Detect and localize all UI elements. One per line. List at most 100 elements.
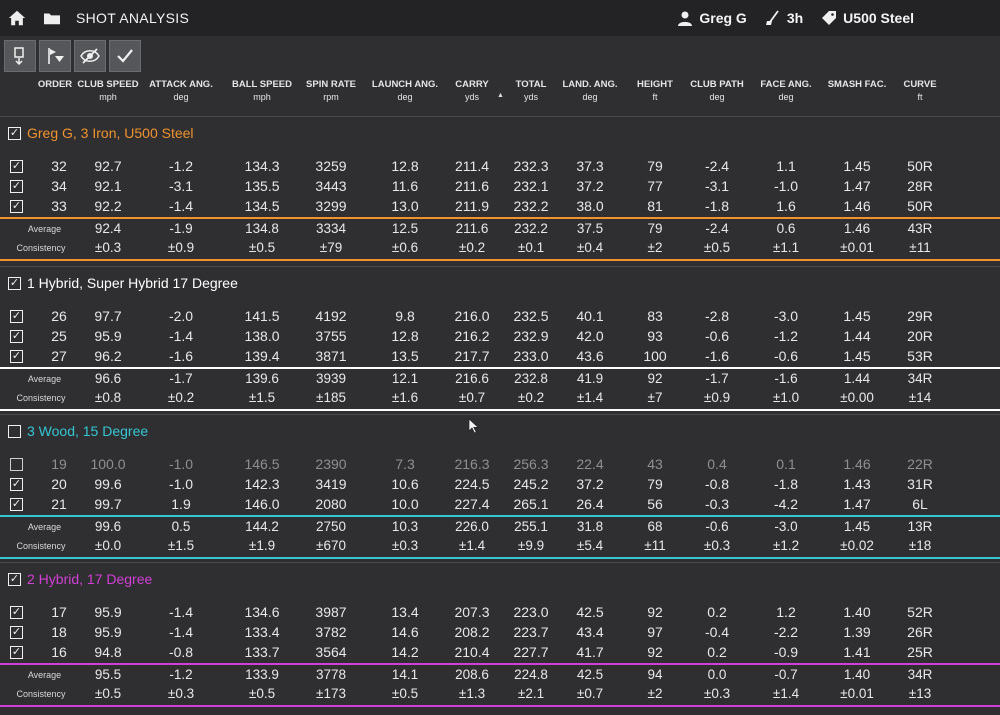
column-header[interactable]: SPIN RATE rpm [306, 78, 356, 104]
group-checkbox[interactable] [8, 276, 21, 290]
group-checkbox[interactable] [8, 424, 21, 438]
user-selector[interactable]: Greg G [677, 10, 747, 26]
row-checkbox[interactable] [10, 478, 23, 491]
shot-cell: 227.4 [454, 496, 490, 512]
shot-cell: -2.0 [168, 308, 194, 324]
column-header-unit: yds [464, 92, 479, 102]
shot-row[interactable]: 26 97.7 -2.0 141.5 4192 9.8 216.0 232.5 40.1 83 -2… [0, 307, 1000, 326]
column-header[interactable]: LAND. ANG. deg [562, 78, 617, 104]
column-header[interactable]: CARRY yds [455, 78, 488, 104]
shot-cell: 3755 [315, 328, 347, 344]
shot-row[interactable]: 33 92.2 -1.4 134.5 3299 13.0 211.9 232.2 38.0 81 -… [0, 197, 1000, 216]
shot-cell: 133.4 [244, 624, 280, 640]
shot-cell: 1.39 [843, 624, 871, 640]
row-checkbox[interactable] [10, 180, 23, 193]
shot-cell: 17 [51, 604, 67, 620]
shot-cell: 34 [51, 178, 67, 194]
shot-cell: 2390 [315, 456, 347, 472]
check-button[interactable] [109, 40, 141, 72]
column-header[interactable]: BALL SPEED mph [232, 78, 292, 104]
shot-row[interactable]: 17 95.9 -1.4 134.6 3987 13.4 207.3 223.0 42.5 92 0… [0, 603, 1000, 622]
column-filter-button[interactable] [4, 40, 36, 72]
shot-row[interactable]: 34 92.1 -3.1 135.5 3443 11.6 211.6 232.1 37.2 77 -… [0, 177, 1000, 196]
shot-cell: 232.5 [513, 308, 549, 324]
column-header-label: ORDER [37, 79, 73, 90]
hide-button[interactable] [74, 40, 106, 72]
shot-cell: 95.9 [94, 604, 122, 620]
consistency-cell: ±18 [908, 538, 932, 553]
row-checkbox[interactable] [10, 160, 23, 173]
average-cell: 134.8 [245, 221, 279, 236]
shot-cell: 135.5 [244, 178, 280, 194]
shot-cell: 13.5 [391, 348, 419, 364]
shaft-selector[interactable]: U500 Steel [821, 10, 914, 26]
shot-row[interactable]: 16 94.8 -0.8 133.7 3564 14.2 210.4 227.7 41.7 92 0… [0, 643, 1000, 662]
average-cell: 12.1 [391, 371, 419, 386]
column-header[interactable]: TOTAL yds [516, 78, 547, 104]
row-checkbox[interactable] [10, 330, 23, 343]
group-separator [0, 116, 1000, 117]
shot-cell: 100 [643, 348, 667, 364]
shot-row[interactable]: 18 95.9 -1.4 133.4 3782 14.6 208.2 223.7 43.4 97 -… [0, 623, 1000, 642]
column-header[interactable]: SMASH FAC. [828, 78, 887, 91]
club-selector[interactable]: 3h [765, 10, 803, 26]
column-header[interactable]: ATTACK ANG. deg [149, 78, 213, 104]
shot-cell: 3419 [315, 476, 347, 492]
shot-cell: -2.8 [704, 308, 730, 324]
shot-cell: -1.8 [773, 476, 799, 492]
average-cell: 255.1 [514, 519, 548, 534]
shot-row[interactable]: 32 92.7 -1.2 134.3 3259 12.8 211.4 232.3 37.3 79 -… [0, 157, 1000, 176]
group-header[interactable]: 3 Wood, 15 Degree [8, 420, 148, 442]
row-checkbox[interactable] [10, 200, 23, 213]
group-header[interactable]: 2 Hybrid, 17 Degree [8, 568, 152, 590]
column-header[interactable]: CLUB PATH deg [690, 78, 743, 104]
row-checkbox[interactable] [10, 498, 23, 511]
shot-cell: 26 [51, 308, 67, 324]
shot-cell: 134.5 [244, 198, 280, 214]
shot-cell: 232.1 [513, 178, 549, 194]
consistency-cell: ±0.3 [391, 538, 419, 553]
group-checkbox[interactable] [8, 126, 21, 140]
row-checkbox[interactable] [10, 606, 23, 619]
top-bar: SHOT ANALYSIS Greg G 3h U500 Steel [0, 0, 1000, 36]
row-checkbox[interactable] [10, 350, 23, 363]
shot-row[interactable]: 27 96.2 -1.6 139.4 3871 13.5 217.7 233.0 43.6 100… [0, 347, 1000, 366]
sort-arrow-icon[interactable]: ▲ [497, 92, 504, 99]
group-separator [0, 414, 1000, 415]
shot-cell: 3987 [315, 604, 347, 620]
consistency-cell: ±1.2 [772, 538, 800, 553]
shot-cell: 22R [907, 456, 933, 472]
average-cell: 232.8 [514, 371, 548, 386]
row-checkbox[interactable] [10, 310, 23, 323]
row-checkbox[interactable] [10, 458, 23, 471]
column-header[interactable]: FACE ANG. deg [760, 78, 811, 104]
shot-cell: 29R [907, 308, 933, 324]
shot-row[interactable]: 25 95.9 -1.4 138.0 3755 12.8 216.2 232.9 42.0 93 -… [0, 327, 1000, 346]
shot-cell: 211.9 [455, 198, 489, 214]
shot-cell: 216.0 [454, 308, 490, 324]
average-cell: 3778 [315, 667, 347, 682]
shot-cell: 96.2 [94, 348, 122, 364]
column-header[interactable]: CLUB SPEED mph [77, 78, 138, 104]
column-header[interactable]: CURVE ft [903, 78, 936, 104]
shot-cell: 22.4 [576, 456, 604, 472]
row-checkbox[interactable] [10, 646, 23, 659]
flag-filter-button[interactable] [39, 40, 71, 72]
shot-row[interactable]: 19 100.0 -1.0 146.5 2390 7.3 216.3 256.3 22.4 43 0… [0, 455, 1000, 474]
row-checkbox[interactable] [10, 626, 23, 639]
shot-row[interactable]: 20 99.6 -1.0 142.3 3419 10.6 224.5 245.2 37.2 79 -… [0, 475, 1000, 494]
shot-cell: 11.6 [391, 178, 419, 194]
column-header[interactable]: LAUNCH ANG. deg [372, 78, 438, 104]
shot-cell: 52R [907, 604, 933, 620]
column-header[interactable]: ORDER [38, 78, 72, 91]
consistency-cell: ±1.0 [772, 390, 800, 405]
group-checkbox[interactable] [8, 572, 21, 586]
home-icon[interactable] [8, 9, 26, 27]
folder-icon[interactable] [44, 11, 60, 25]
shot-cell: 20R [907, 328, 933, 344]
group-header[interactable]: Greg G, 3 Iron, U500 Steel [8, 122, 194, 144]
group-header[interactable]: 1 Hybrid, Super Hybrid 17 Degree [8, 272, 238, 294]
shot-row[interactable]: 21 99.7 1.9 146.0 2080 10.0 227.4 265.1 26.4 56 -0… [0, 495, 1000, 514]
column-header[interactable]: HEIGHT ft [637, 78, 673, 104]
shot-cell: 19 [51, 456, 67, 472]
